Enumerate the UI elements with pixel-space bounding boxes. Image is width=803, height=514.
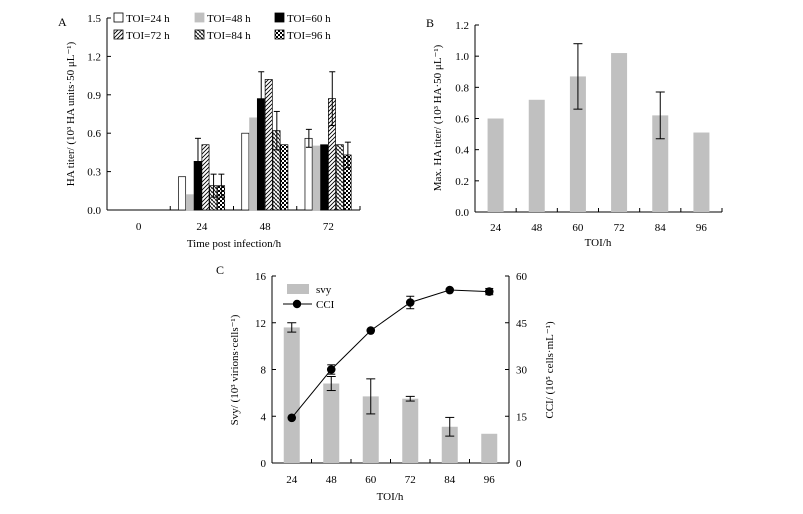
panel-a-bar <box>249 117 258 211</box>
panel-c-cci-line <box>291 289 490 419</box>
panel-b-xtick-label: 60 <box>572 222 584 234</box>
panel-b-ytick-label: 0.8 <box>455 82 469 94</box>
panel-a-ytick-label: 0.6 <box>87 128 101 140</box>
panel-c-svy-bar <box>323 383 340 463</box>
panel-b-ytick-label: 0.0 <box>455 207 469 219</box>
panel-a-bar <box>335 144 344 211</box>
panel-a-legend-label: TOI=48 h <box>207 13 251 25</box>
panel-b-xtick-label: 48 <box>531 222 543 234</box>
panel-c-xtick-label: 60 <box>365 474 377 486</box>
panel-b-bar <box>611 53 628 212</box>
panel-c-cci-point <box>405 298 415 307</box>
panel-b-xtick-label: 84 <box>655 222 667 234</box>
panel-c-ytick-left-label: 4 <box>261 411 267 423</box>
panel-c-ylabel-right: CCI/ (10⁵ cells·mL⁻¹) <box>544 321 556 419</box>
panel-c-ytick-right-label: 0 <box>516 458 522 470</box>
panel-a-legend-swatch <box>113 29 124 40</box>
panel-b-bar <box>528 99 545 212</box>
panel-b-bar <box>487 118 504 212</box>
panel-a-ytick-label: 0.0 <box>87 205 101 217</box>
panel-b-xtick-label: 24 <box>490 222 502 234</box>
panel-b-ytick-label: 0.4 <box>455 145 469 157</box>
panel-b-xtick-label: 96 <box>696 222 708 234</box>
panel-b-ytick-label: 1.0 <box>455 51 469 63</box>
panel-a-ytick-label: 0.3 <box>87 167 101 179</box>
panel-b-bar <box>693 132 710 212</box>
panel-c-xtick-label: 48 <box>326 474 338 486</box>
panel-a-legend-swatch <box>274 29 285 40</box>
panel-a-xlabel: Time post infection/h <box>187 238 282 250</box>
panel-a-legend-swatch <box>194 12 205 23</box>
panel-c-cci-point <box>445 285 455 295</box>
panel-c-label: C <box>216 263 224 277</box>
panel-a-xtick-label: 0 <box>136 221 142 233</box>
panel-a-legend-label: TOI=72 h <box>126 30 170 42</box>
panel-a-bar <box>264 79 273 211</box>
panel-b-chart: Max. HA titer/ (10³ HA·50 μL⁻¹) TOI/h 0.… <box>432 20 723 249</box>
panel-a-xtick-label: 24 <box>196 221 208 233</box>
panel-a-legend-swatch <box>113 12 124 23</box>
panel-c-svy-bar <box>481 433 498 463</box>
panel-c-xtick-label: 84 <box>444 474 456 486</box>
panel-b-label: B <box>426 16 434 30</box>
panel-a-bar <box>304 137 313 211</box>
panel-c-ylabel-left: Svy/ (10³ virions·cells⁻¹) <box>229 314 241 425</box>
panel-a-ytick-label: 0.9 <box>87 90 101 102</box>
legend-cci-label: CCI <box>316 299 335 311</box>
panel-a-label: A <box>58 15 67 29</box>
panel-c-ytick-right-label: 30 <box>516 365 528 377</box>
panel-b-xtick-label: 72 <box>614 222 625 234</box>
panel-b-bar <box>569 76 586 212</box>
panel-c-cci-point <box>484 287 494 296</box>
panel-a-legend-label: TOI=60 h <box>287 13 331 25</box>
panel-b-xlabel: TOI/h <box>585 237 612 249</box>
panel-a-ylabel: HA titer/ (10³ HA units·50 μL⁻¹) <box>65 41 77 186</box>
panel-c-ytick-left-label: 0 <box>261 458 267 470</box>
panel-a-bar <box>320 144 329 211</box>
panel-a-bar <box>312 145 321 211</box>
panel-a-legend: TOI=24 h TOI=48 h TOI=60 h TOI=72 h TOI=84 h… <box>113 12 331 42</box>
panel-b-ytick-label: 0.2 <box>455 176 469 188</box>
panel-a-ytick-label: 1.2 <box>87 51 101 63</box>
panel-b-ytick-label: 0.6 <box>455 114 469 126</box>
legend-svy-label: svy <box>316 284 332 296</box>
panel-c-svy-bar <box>362 396 379 463</box>
panel-b-ytick-label: 1.2 <box>455 20 469 32</box>
panel-c-ytick-left-label: 12 <box>255 318 266 330</box>
panel-c-ytick-right-label: 45 <box>516 318 528 330</box>
panel-c-xtick-label: 72 <box>405 474 416 486</box>
panel-c-xtick-label: 24 <box>286 474 298 486</box>
panel-c-ytick-left-label: 8 <box>261 365 267 377</box>
panel-a-chart: HA titer/ (10³ HA units·50 μL⁻¹) Time po… <box>65 12 361 250</box>
panel-c-ytick-left-label: 16 <box>255 271 267 283</box>
panel-c-svy-bar <box>283 327 300 463</box>
panel-a-legend-label: TOI=24 h <box>126 13 170 25</box>
panel-a-ytick-label: 1.5 <box>87 13 101 25</box>
panel-a-bar <box>185 194 194 211</box>
panel-a-legend-swatch <box>274 12 285 23</box>
panel-a-bar <box>241 132 250 211</box>
panel-c-svy-bar <box>402 398 419 463</box>
panel-c-xlabel: TOI/h <box>377 491 404 503</box>
panel-c-xtick-label: 96 <box>484 474 496 486</box>
panel-a-legend-swatch <box>194 29 205 40</box>
panel-a-bar <box>280 144 289 211</box>
panel-a-xtick-label: 72 <box>323 221 334 233</box>
panel-c-ytick-right-label: 60 <box>516 271 528 283</box>
panel-c-cci-point <box>366 326 376 335</box>
panel-a-xtick-label: 48 <box>260 221 272 233</box>
legend-cci-marker <box>292 299 302 309</box>
panel-b-bar <box>652 115 669 212</box>
panel-c-ytick-right-label: 15 <box>516 411 528 423</box>
panel-a-legend-label: TOI=84 h <box>207 30 251 42</box>
legend-svy-swatch <box>287 284 309 294</box>
panel-c-chart: Svy/ (10³ virions·cells⁻¹) CCI/ (10⁵ cel… <box>229 271 556 503</box>
panel-c-cci-point <box>287 413 297 423</box>
panel-a-bar <box>178 176 187 211</box>
panel-c-cci-point <box>326 365 336 374</box>
panel-a-legend-label: TOI=96 h <box>287 30 331 42</box>
panel-b-ylabel: Max. HA titer/ (10³ HA·50 μL⁻¹) <box>432 44 444 191</box>
panel-a-bar <box>201 144 210 211</box>
